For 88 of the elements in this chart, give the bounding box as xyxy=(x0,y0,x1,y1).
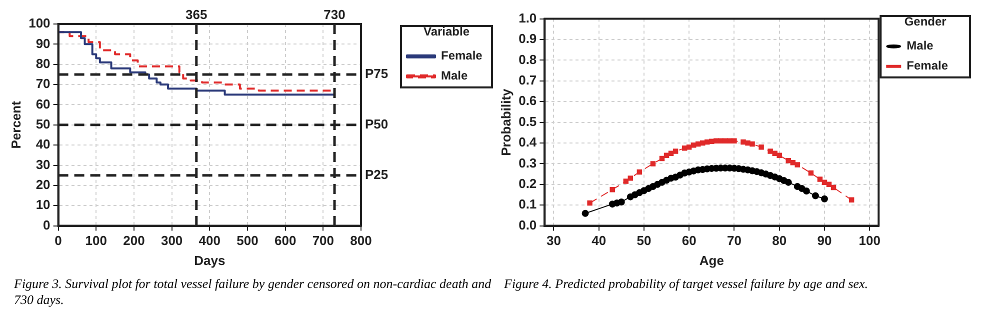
x-tick-label: 500 xyxy=(236,233,258,248)
ref-line-label: 730 xyxy=(324,7,346,22)
x-tick-label: 700 xyxy=(312,233,334,248)
y-axis-title: Probability xyxy=(498,88,514,156)
y-tick-label: 0.8 xyxy=(518,52,537,67)
y-tick-label: 0.4 xyxy=(518,134,538,150)
x-tick-label: 100 xyxy=(858,233,880,248)
point xyxy=(826,182,832,188)
x-tick-label: 60 xyxy=(682,233,696,248)
point xyxy=(822,180,828,185)
x-tick-label: 30 xyxy=(546,233,561,248)
caption: Figure 3. Survival plot for total vessel failure by gender censored on non-cardiac death and 730 days. xyxy=(13,276,492,308)
y-tick-label: 0.2 xyxy=(518,176,537,191)
point xyxy=(776,152,782,158)
point xyxy=(672,148,678,154)
y-tick-label: 20 xyxy=(36,177,50,192)
y-tick-label: 30 xyxy=(36,156,50,172)
point xyxy=(794,162,800,168)
y-tick-label: 70 xyxy=(36,76,50,92)
y-tick-label: 0.6 xyxy=(518,93,537,108)
point xyxy=(732,138,737,144)
point xyxy=(610,186,615,192)
legend-label: Male xyxy=(906,38,934,53)
x-tick-label: 200 xyxy=(123,233,145,248)
x-axis-title: Days xyxy=(194,252,226,268)
point xyxy=(650,161,656,166)
y-tick-label: 0.5 xyxy=(518,114,537,129)
y-tick-label: 1.0 xyxy=(518,10,537,26)
x-tick-label: 50 xyxy=(636,233,652,248)
x-axis-title: Age xyxy=(699,252,724,268)
x-tick-label: 90 xyxy=(817,233,832,248)
legend-title: Gender xyxy=(904,14,947,28)
ref-line-label: 365 xyxy=(186,7,208,22)
point xyxy=(628,176,634,181)
point xyxy=(784,178,792,186)
point xyxy=(618,198,625,206)
y-tick-label: 0.7 xyxy=(518,72,537,88)
x-tick-label: 800 xyxy=(350,233,372,248)
point xyxy=(758,144,764,150)
point xyxy=(802,188,810,195)
legend-label: Female xyxy=(906,58,948,73)
y-tick-label: 40 xyxy=(36,136,50,152)
point xyxy=(587,200,592,206)
ref-line-label: P50 xyxy=(365,116,388,132)
legend-label: Male xyxy=(441,68,468,83)
point xyxy=(820,195,828,202)
point xyxy=(768,148,773,154)
x-tick-label: 100 xyxy=(85,233,107,248)
point xyxy=(582,210,589,217)
ref-line-label: P25 xyxy=(365,166,388,182)
point xyxy=(623,178,629,184)
x-tick-label: 80 xyxy=(772,233,787,248)
y-axis-title: Percent xyxy=(8,100,24,149)
y-tick-label: 50 xyxy=(36,116,50,132)
y-tick-label: 90 xyxy=(36,36,50,51)
ref-line-label: P75 xyxy=(365,66,388,82)
point xyxy=(682,146,688,151)
point xyxy=(817,176,823,182)
point xyxy=(709,138,714,144)
y-tick-label: 60 xyxy=(36,96,50,112)
y-tick-label: 0.0 xyxy=(518,217,537,232)
x-tick-label: 0 xyxy=(54,233,62,248)
point xyxy=(812,192,819,200)
point xyxy=(668,150,674,156)
y-tick-label: 80 xyxy=(36,56,50,71)
x-tick-label: 300 xyxy=(160,233,183,248)
point xyxy=(659,156,665,162)
y-tick-label: 0.1 xyxy=(518,196,537,212)
point xyxy=(848,197,854,203)
y-tick-label: 0.9 xyxy=(518,31,537,46)
x-tick-label: 600 xyxy=(274,233,296,248)
caption: Figure 4. Predicted probability of target vessel failure by age and sex. xyxy=(503,276,870,292)
legend-title: Variable xyxy=(423,24,470,38)
y-tick-label: 100 xyxy=(28,16,50,31)
point xyxy=(830,184,836,190)
y-tick-label: 10 xyxy=(36,197,50,212)
point xyxy=(750,141,755,147)
x-tick-label: 70 xyxy=(726,233,742,248)
point xyxy=(636,169,642,175)
point xyxy=(686,144,692,150)
legend-label: Female xyxy=(441,48,483,63)
y-tick-label: 0 xyxy=(43,217,50,232)
x-tick-label: 40 xyxy=(592,233,606,248)
point xyxy=(772,150,778,156)
y-tick-label: 0.3 xyxy=(518,155,537,170)
x-tick-label: 400 xyxy=(198,233,220,248)
point xyxy=(808,170,814,176)
point xyxy=(790,160,796,166)
